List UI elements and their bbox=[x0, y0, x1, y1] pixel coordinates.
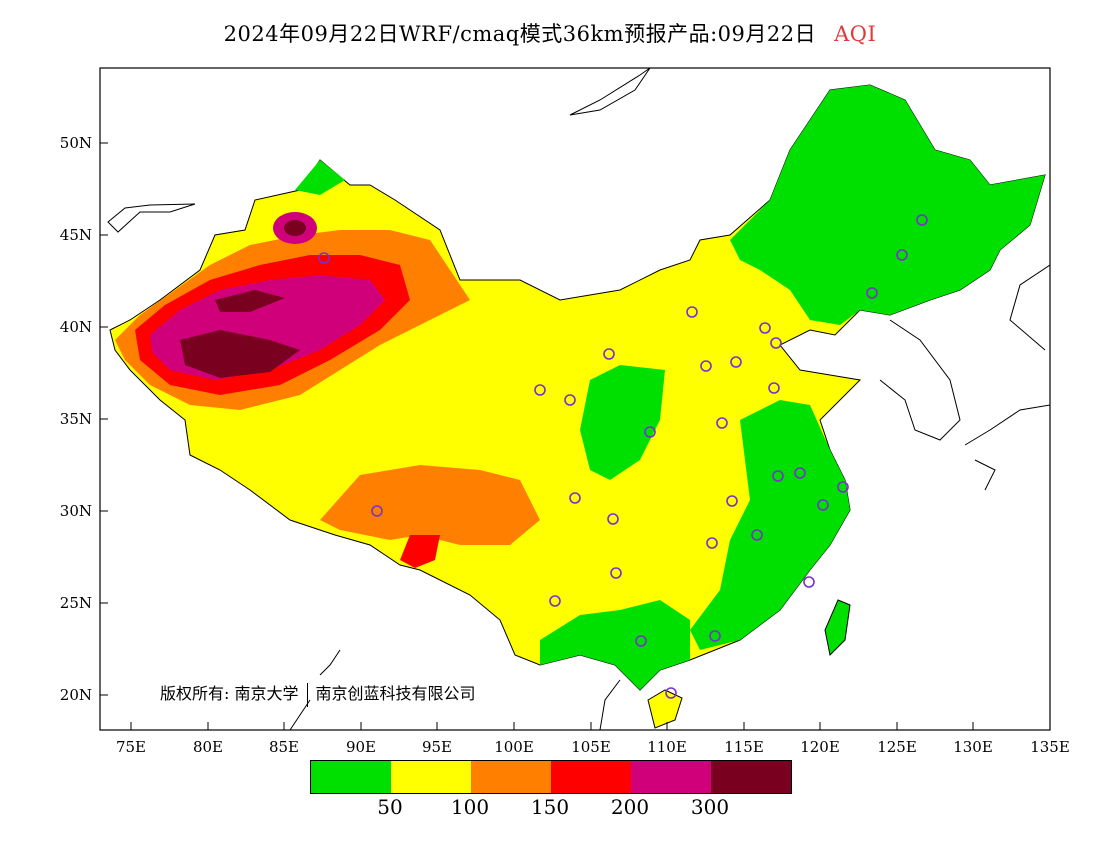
city-marker bbox=[916, 214, 928, 226]
region-good-altai bbox=[295, 160, 345, 195]
legend-label: 150 bbox=[530, 795, 570, 819]
korea-coast bbox=[879, 319, 961, 441]
lon-tick-label: 80E bbox=[192, 738, 224, 756]
lon-tick-label: 130E bbox=[953, 738, 993, 756]
city-marker bbox=[371, 505, 383, 517]
city-marker bbox=[803, 576, 815, 588]
city-marker bbox=[635, 635, 647, 647]
copyright-org-company: 南京创蓝科技有限公司 bbox=[315, 684, 476, 703]
city-marker bbox=[686, 306, 698, 318]
legend-swatch-very-unhealthy bbox=[631, 761, 711, 793]
city-marker bbox=[759, 322, 771, 334]
lon-tick-label: 105E bbox=[571, 738, 611, 756]
lat-tick-label: 45N bbox=[59, 226, 92, 244]
lat-tick-label: 50N bbox=[59, 134, 92, 152]
region-hazardous-xinjiang-2 bbox=[215, 290, 285, 312]
city-marker bbox=[318, 252, 330, 264]
hainan-island bbox=[647, 689, 683, 729]
city-marker bbox=[706, 537, 718, 549]
city-marker bbox=[564, 394, 576, 406]
city-marker bbox=[716, 417, 728, 429]
legend-label: 50 bbox=[377, 795, 403, 819]
lon-tick-label: 95E bbox=[421, 738, 453, 756]
axis-ticks bbox=[100, 142, 1051, 730]
region-good-south bbox=[540, 600, 690, 690]
title-variable: AQI bbox=[834, 22, 877, 46]
city-marker bbox=[837, 481, 849, 493]
copyright-note: 版权所有: 南京大学 南京创蓝科技有限公司 bbox=[160, 680, 476, 707]
lon-tick-label: 90E bbox=[345, 738, 377, 756]
region-good-southeast bbox=[690, 400, 850, 650]
city-marker bbox=[726, 495, 738, 507]
region-hazardous-north bbox=[284, 220, 306, 236]
lon-tick-label: 85E bbox=[268, 738, 300, 756]
lake-balkhash bbox=[107, 203, 196, 233]
city-marker bbox=[817, 499, 829, 511]
legend-swatch-unhealthy bbox=[551, 761, 631, 793]
lon-tick-label: 115E bbox=[724, 738, 764, 756]
legend-swatch-good bbox=[311, 761, 391, 793]
legend-swatch-hazardous bbox=[711, 761, 791, 793]
city-marker bbox=[772, 470, 784, 482]
city-marker bbox=[709, 630, 721, 642]
city-marker bbox=[768, 382, 780, 394]
lat-tick-label: 25N bbox=[59, 594, 92, 612]
title-text: 2024年09月22日WRF/cmaq模式36km预报产品:09月22日 bbox=[223, 22, 817, 46]
lon-tick-label: 100E bbox=[494, 738, 534, 756]
city-marker bbox=[770, 337, 782, 349]
city-marker bbox=[794, 467, 806, 479]
city-marker bbox=[534, 384, 546, 396]
copyright-separator bbox=[306, 682, 308, 707]
lat-tick-label: 40N bbox=[59, 318, 92, 336]
taiwan-island bbox=[824, 599, 851, 657]
legend-label: 100 bbox=[450, 795, 490, 819]
lon-tick-label: 110E bbox=[647, 738, 687, 756]
lon-tick-label: 120E bbox=[800, 738, 840, 756]
legend-swatch-sensitive bbox=[471, 761, 551, 793]
city-marker bbox=[730, 356, 742, 368]
region-good-central bbox=[580, 365, 665, 480]
city-marker bbox=[569, 492, 581, 504]
city-markers bbox=[318, 214, 928, 699]
lat-tick-label: 35N bbox=[59, 410, 92, 428]
city-marker bbox=[610, 567, 622, 579]
lake-baikal bbox=[569, 68, 651, 116]
aqi-legend bbox=[310, 760, 792, 794]
city-marker bbox=[896, 249, 908, 261]
region-sensitive-tibet bbox=[320, 465, 540, 545]
city-marker bbox=[700, 360, 712, 372]
lat-tick-label: 30N bbox=[59, 502, 92, 520]
city-marker bbox=[603, 348, 615, 360]
japan-coast bbox=[964, 264, 1050, 491]
lat-tick-label: 20N bbox=[59, 686, 92, 704]
region-unhealthy-tibet bbox=[400, 535, 440, 568]
lon-tick-label: 125E bbox=[877, 738, 917, 756]
copyright-label: 版权所有: bbox=[160, 684, 230, 703]
region-hazardous-xinjiang bbox=[180, 330, 300, 378]
map-frame bbox=[99, 67, 1051, 731]
region-good-northeast bbox=[730, 85, 1045, 325]
lon-tick-label: 135E bbox=[1030, 738, 1070, 756]
map-title: 2024年09月22日WRF/cmaq模式36km预报产品:09月22日 AQI bbox=[0, 18, 1100, 48]
copyright-org-nju: 南京大学 bbox=[234, 684, 299, 703]
city-marker bbox=[665, 687, 677, 699]
city-marker bbox=[607, 513, 619, 525]
legend-label: 200 bbox=[610, 795, 650, 819]
city-marker bbox=[751, 529, 763, 541]
legend-label: 300 bbox=[690, 795, 730, 819]
legend-swatch-moderate bbox=[391, 761, 471, 793]
city-marker bbox=[644, 426, 656, 438]
city-marker bbox=[866, 287, 878, 299]
city-marker bbox=[549, 595, 561, 607]
lon-tick-label: 75E bbox=[115, 738, 147, 756]
